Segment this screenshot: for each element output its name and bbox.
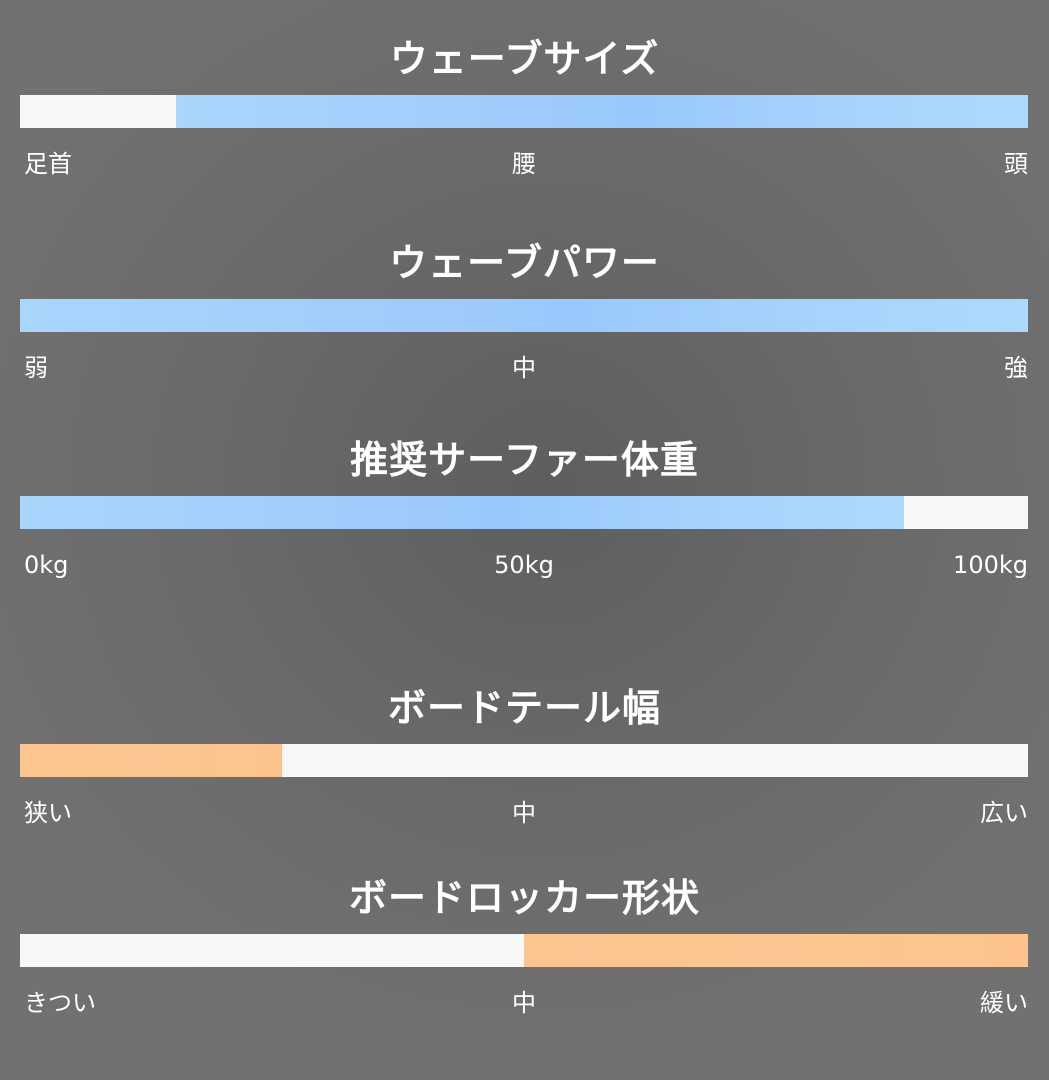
meter-track bbox=[20, 496, 1028, 529]
scale-min-label: 0kg bbox=[24, 551, 69, 579]
scale-max-label: 強 bbox=[1004, 354, 1028, 382]
scale-min-label: きつい bbox=[24, 989, 96, 1017]
meter-title: ボードテール幅 bbox=[387, 686, 661, 730]
meter-fill bbox=[20, 496, 905, 529]
meter-fill bbox=[524, 934, 1028, 967]
meter-title: ウェーブサイズ bbox=[389, 37, 660, 81]
meter-track bbox=[20, 934, 1028, 967]
meter-title: ボードロッカー形状 bbox=[348, 876, 700, 920]
scale-max-label: 緩い bbox=[980, 989, 1028, 1017]
meter-track bbox=[20, 744, 1028, 777]
scale-min-label: 狭い bbox=[24, 799, 72, 827]
scale-min-label: 足首 bbox=[24, 150, 72, 178]
meter-title: ウェーブパワー bbox=[389, 241, 660, 285]
scale-mid-label: 50kg bbox=[494, 551, 554, 579]
scale-max-label: 頭 bbox=[1004, 150, 1028, 178]
meter-fill bbox=[20, 299, 1028, 332]
meter-fill bbox=[176, 95, 1028, 128]
meter-track bbox=[20, 299, 1028, 332]
scale-min-label: 弱 bbox=[24, 354, 48, 382]
scale-mid-label: 中 bbox=[512, 354, 536, 382]
scale-max-label: 広い bbox=[980, 799, 1028, 827]
scale-max-label: 100kg bbox=[953, 551, 1028, 579]
meter-track bbox=[20, 95, 1028, 128]
scale-mid-label: 中 bbox=[512, 989, 536, 1017]
scale-mid-label: 中 bbox=[512, 799, 536, 827]
scale-mid-label: 腰 bbox=[512, 150, 536, 178]
meter-title: 推奨サーファー体重 bbox=[350, 438, 699, 482]
meter-fill bbox=[20, 744, 283, 777]
